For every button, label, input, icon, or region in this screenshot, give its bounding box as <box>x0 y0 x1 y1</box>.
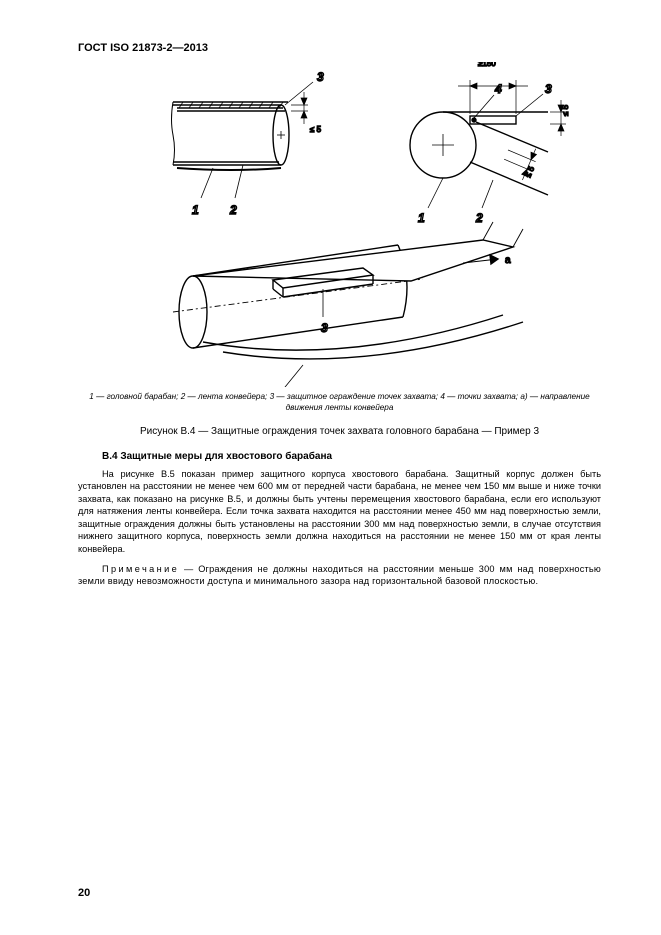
note-label: Примечание <box>102 564 179 574</box>
figure-legend-line1: 1 — головной барабан; 2 — лента конвейер… <box>89 392 589 401</box>
page: ГОСТ ISO 21873-2—2013 <box>0 0 661 935</box>
figure-legend-line2: движения ленты конвейера <box>286 403 394 412</box>
figure-label-2: 2 <box>229 203 237 217</box>
paragraph-1: На рисунке В.5 показан пример защитного … <box>78 468 601 555</box>
figure-label-3: 3 <box>317 70 324 84</box>
figure-caption: Рисунок В.4 — Защитные ограждения точек … <box>78 426 601 437</box>
figure-arrow-a: a <box>505 255 511 266</box>
figure-dim-le5-c: ≤ 5 <box>524 165 537 179</box>
page-number: 20 <box>78 887 90 899</box>
figure-b4: 1 2 3 ≤ 5 <box>78 62 601 387</box>
figure-dim-le5-b: ≤ 5 <box>561 104 570 116</box>
figure-label-4: 4 <box>494 82 502 96</box>
figure-label-3b: 3 <box>545 82 552 96</box>
figure-label-1b: 1 <box>418 211 425 225</box>
figure-label-3c: 3 <box>321 321 328 335</box>
figure-dim-le5-a: ≤ 5 <box>310 125 322 134</box>
section-heading-b4: В.4 Защитные меры для хвостового барабан… <box>102 451 601 462</box>
note-paragraph: Примечание — Ограждения не должны находи… <box>78 563 601 588</box>
document-header: ГОСТ ISO 21873-2—2013 <box>78 42 601 54</box>
figure-label-1: 1 <box>192 203 199 217</box>
figure-legend: 1 — головной барабан; 2 — лента конвейер… <box>78 391 601 414</box>
figure-label-2b: 2 <box>475 211 483 225</box>
figure-dim-ge150: ≥150 <box>478 62 496 68</box>
